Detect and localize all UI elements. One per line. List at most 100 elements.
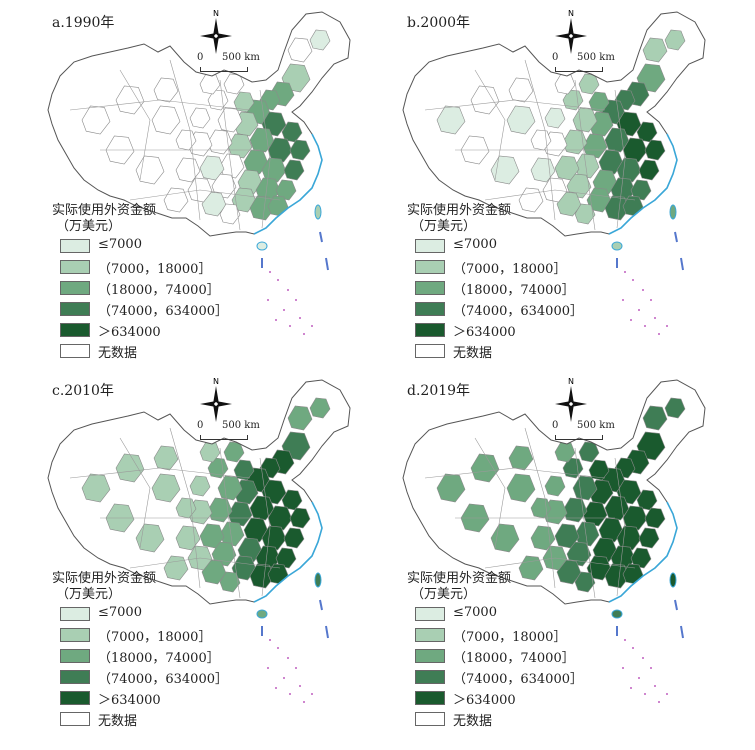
taiwan-island [669, 572, 677, 588]
legend-item: （74000，634000］ [52, 298, 252, 319]
province-boundary [169, 59, 201, 221]
panel-title: b.2000年 [407, 15, 471, 31]
legend-item: ≤7000 [407, 603, 607, 624]
island-dot [311, 693, 313, 695]
island-dot [644, 325, 646, 327]
legend-swatch [415, 691, 445, 705]
province-boundary [424, 467, 606, 479]
taiwan-island [314, 204, 322, 220]
legend-swatch [60, 260, 90, 274]
province-boundary [424, 99, 606, 111]
sea-boundary [616, 599, 684, 639]
coastline [253, 501, 323, 603]
legend-label: ＞634000 [453, 693, 516, 708]
region-cell [622, 563, 644, 585]
legend-label: ＞634000 [98, 325, 161, 340]
legend-swatch [60, 670, 90, 684]
legend-item: 无数据 [407, 340, 607, 361]
hainan-island [611, 609, 623, 619]
island-dot [277, 647, 279, 649]
province-boundary [614, 457, 626, 597]
legend-item: （7000，18000］ [407, 624, 607, 645]
region-cell [309, 29, 331, 51]
legend-item: （18000，74000］ [52, 645, 252, 666]
legend-label: ≤7000 [453, 605, 497, 620]
island-dot [638, 309, 640, 311]
region-cell [578, 73, 600, 95]
sea-boundary [261, 231, 329, 271]
legend-item: （18000，74000］ [52, 277, 252, 298]
province-boundary [524, 427, 556, 589]
province-boundary [69, 467, 251, 479]
legend-swatch [415, 670, 445, 684]
legend-label: ＞634000 [453, 325, 516, 340]
legend: 实际使用外资金额 （万美元） ≤7000 （7000，18000］ （18000，740… [407, 203, 607, 361]
island-dot [287, 657, 289, 659]
region-cell [506, 105, 536, 135]
island-dot [289, 325, 291, 327]
province-boundary [484, 557, 636, 569]
china-map [47, 11, 351, 335]
compass-icon: N [198, 8, 234, 58]
legend-swatch [60, 239, 90, 253]
island-dot [299, 685, 301, 687]
province-boundary [119, 69, 151, 181]
legend-unit: （万美元） [56, 219, 122, 234]
island-dot [283, 677, 285, 679]
legend-item: （74000，634000］ [52, 666, 252, 687]
compass-icon: N [553, 8, 589, 58]
island-dot [650, 299, 652, 301]
legend-swatch [415, 649, 445, 663]
legend: 实际使用外资金额 （万美元） ≤7000 （7000，18000］ （18000，740… [407, 571, 607, 729]
legend-item: （7000，18000］ [52, 256, 252, 277]
region-cell [219, 571, 241, 593]
region-cell [115, 453, 145, 483]
region-cell [287, 37, 313, 63]
compass-north-label: N [568, 9, 574, 18]
island-dot [654, 685, 656, 687]
region-cell [644, 507, 666, 529]
region-cell [283, 527, 305, 549]
province-boundary [129, 189, 281, 201]
legend-label: 无数据 [98, 714, 138, 729]
province-boundary [69, 99, 251, 111]
legend-item: ≤7000 [407, 235, 607, 256]
legend-swatch [60, 302, 90, 316]
region-cell [562, 129, 588, 155]
legend-unit: （万美元） [411, 219, 477, 234]
island-dot [295, 299, 297, 301]
region-cell [151, 105, 181, 135]
scale-distance: 500 km [222, 52, 260, 63]
province-boundary [259, 457, 271, 597]
region-cell [199, 155, 225, 181]
legend-swatch [415, 281, 445, 295]
island-dot [632, 647, 634, 649]
region-cell [81, 473, 111, 503]
legend-label: （74000，634000］ [98, 304, 228, 319]
legend-item: ＞634000 [52, 687, 252, 708]
region-cell [219, 203, 241, 225]
legend-swatch [60, 712, 90, 726]
compass-icon: N [553, 376, 589, 426]
map-panel-1990: a.1990年 N 0 500 km 实际使用外资金额 （万美元） ≤7000 （700… [0, 0, 360, 365]
region-cell [562, 497, 588, 523]
province-boundary [259, 89, 271, 229]
region-cell [189, 107, 211, 129]
region-cell [470, 453, 500, 483]
legend-item: 无数据 [407, 708, 607, 729]
legend-label: ≤7000 [453, 237, 497, 252]
scale-bar: 0 500 km [549, 52, 619, 76]
island-dot [654, 317, 656, 319]
legend-unit: （万美元） [411, 587, 477, 602]
legend-item: ≤7000 [52, 235, 252, 256]
hainan-island [256, 609, 268, 619]
island-dot [267, 299, 269, 301]
region-cell [530, 497, 552, 519]
compass-north-label: N [568, 377, 574, 386]
legend-item: ＞634000 [52, 319, 252, 340]
legend-swatch [60, 628, 90, 642]
region-cell [436, 473, 466, 503]
island-dot [638, 677, 640, 679]
legend-title: 实际使用外资金额 [407, 571, 512, 586]
legend-label: （7000，18000］ [453, 262, 567, 277]
